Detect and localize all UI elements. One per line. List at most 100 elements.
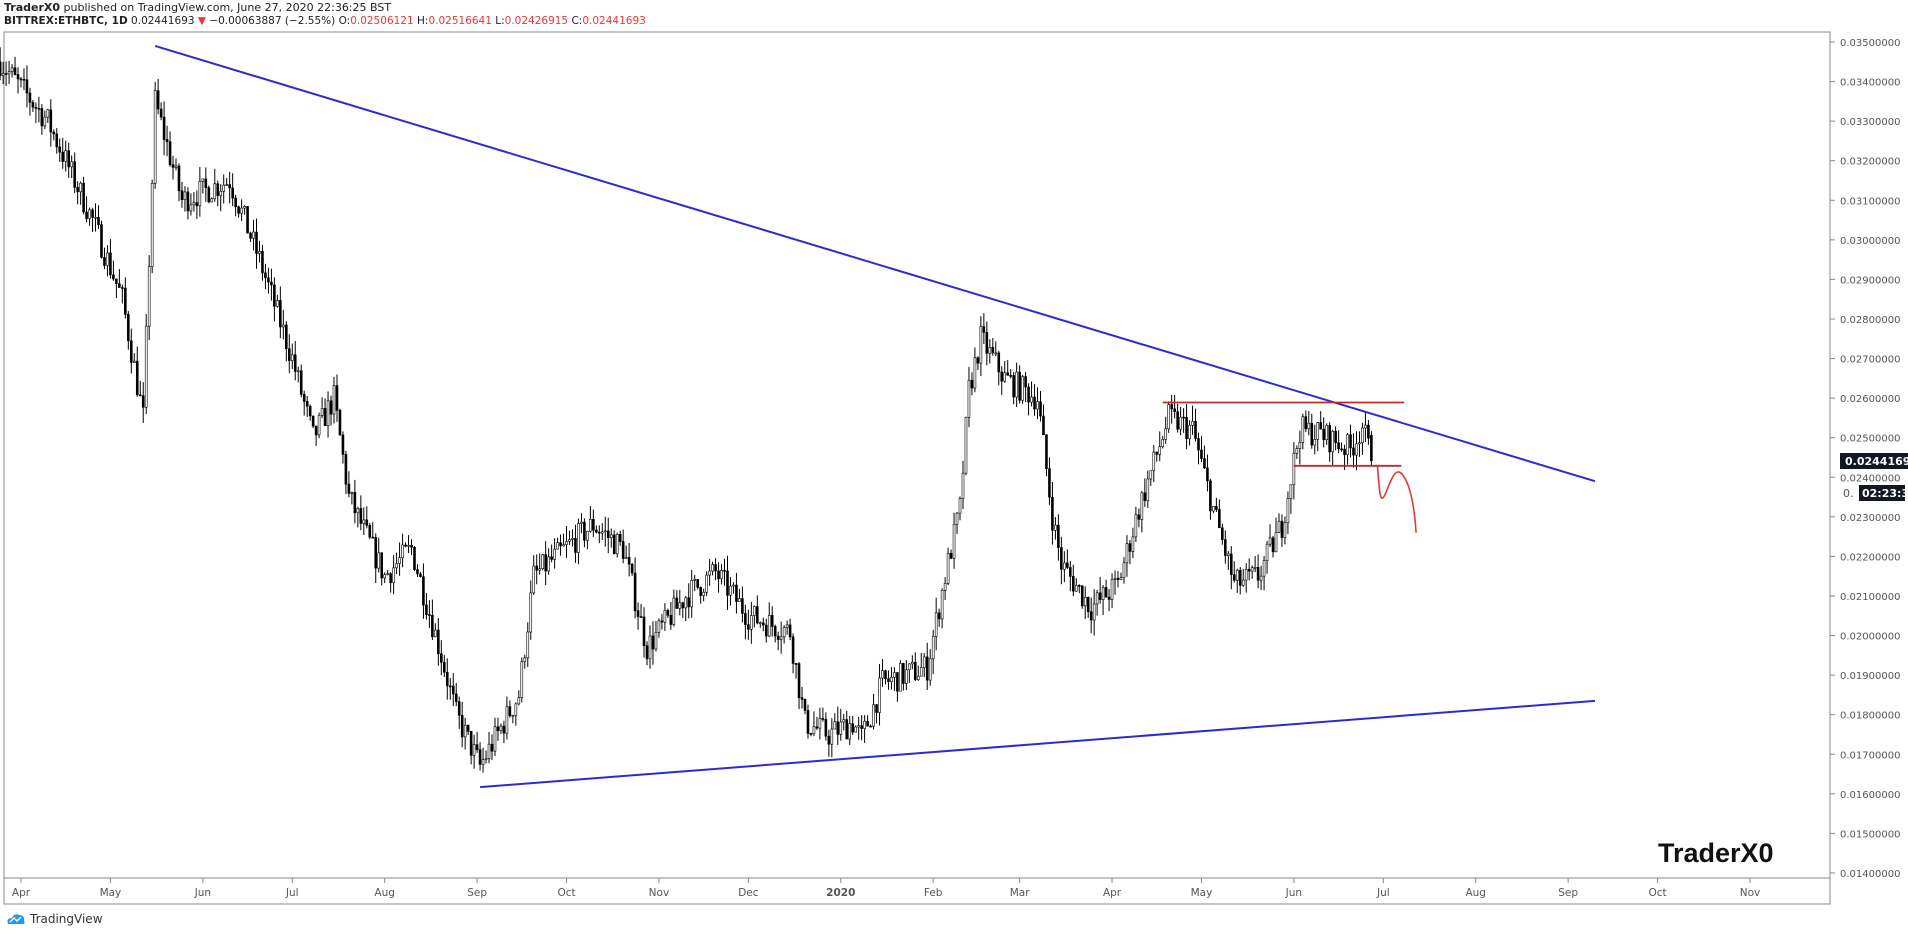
candle <box>1265 540 1269 574</box>
candle <box>121 284 124 304</box>
price-axis[interactable]: 0.01400000 0.01500000 0.01600000 0.01700000… <box>1830 38 1900 880</box>
candle <box>58 138 62 162</box>
candle-body <box>863 720 866 729</box>
candle-body <box>744 613 747 626</box>
candle-body <box>124 287 127 315</box>
candle <box>422 563 425 619</box>
candle <box>937 608 941 627</box>
candle <box>70 155 73 179</box>
candle <box>586 530 589 550</box>
candle <box>523 654 527 669</box>
candle-body <box>454 693 458 702</box>
candle-body <box>210 198 214 203</box>
candle <box>908 663 911 684</box>
candle <box>1262 556 1266 591</box>
candle <box>1089 597 1093 634</box>
candle-body <box>1221 527 1224 540</box>
candle <box>243 205 246 215</box>
candle-body <box>955 512 959 525</box>
candle-body <box>407 544 410 547</box>
candle <box>821 707 825 722</box>
candle <box>64 140 68 172</box>
candle-body <box>16 74 20 80</box>
candle <box>1057 514 1060 561</box>
candle-body <box>189 204 193 212</box>
candle <box>1232 561 1236 583</box>
candle-body <box>1203 458 1206 469</box>
candle <box>386 570 389 576</box>
candle <box>302 390 306 416</box>
candle-body <box>368 525 372 538</box>
candle-body <box>648 635 652 660</box>
candle-body <box>359 508 363 524</box>
time-tick-label: Aug <box>1465 887 1486 899</box>
time-tick-label: Sep <box>467 887 487 899</box>
time-axis[interactable]: Apr May Jun Jul Aug Sep Oct Nov Dec 2020 Feb Mar Apr… <box>12 878 1760 899</box>
candle-body <box>1113 578 1117 580</box>
candle <box>326 391 330 438</box>
candle <box>1235 568 1239 593</box>
candle <box>544 541 547 586</box>
candle <box>469 730 473 765</box>
candle <box>31 100 35 112</box>
candle <box>305 395 309 417</box>
candle <box>645 641 649 666</box>
candle <box>758 621 762 628</box>
bar-countdown: 02:23:37 <box>1862 487 1908 500</box>
candle <box>478 742 482 771</box>
tradingview-footer[interactable]: TradingView <box>6 912 103 926</box>
candle-body <box>88 209 91 219</box>
candle <box>10 64 14 78</box>
candle <box>296 366 300 383</box>
candle <box>651 621 655 665</box>
candle-body <box>371 536 375 539</box>
candle <box>973 347 977 393</box>
candle-body <box>493 726 497 752</box>
last-price-badge-value: 0.02441693 <box>1845 455 1908 468</box>
candle <box>833 713 837 730</box>
candle <box>156 79 160 115</box>
candle-body <box>1024 376 1027 388</box>
candle <box>764 618 768 643</box>
candle <box>1256 554 1260 589</box>
candle-body <box>258 250 261 254</box>
candle <box>1218 499 1221 529</box>
candle-body <box>833 721 837 730</box>
candle <box>1203 445 1206 470</box>
candle-body <box>264 272 267 279</box>
candle-body <box>559 542 562 547</box>
candle-body <box>219 191 223 196</box>
candle-body <box>1125 543 1129 564</box>
candle <box>854 725 857 733</box>
candle <box>598 525 601 544</box>
candle-body <box>821 718 825 720</box>
candle <box>970 372 974 396</box>
candle <box>317 412 321 439</box>
author-name[interactable]: TraderX0 <box>4 1 61 14</box>
candle <box>1074 578 1078 592</box>
candle <box>574 524 577 563</box>
candle <box>571 529 574 547</box>
candle <box>1328 422 1331 462</box>
last-price-badge-bg <box>1840 453 1908 469</box>
candle-body <box>422 576 425 606</box>
candle <box>696 579 699 590</box>
candle-body <box>487 743 491 759</box>
candle <box>857 716 860 740</box>
candle-body <box>1244 569 1248 581</box>
candle <box>28 87 32 116</box>
price-tick-label: 0.01500000 <box>1840 829 1900 840</box>
candle <box>1101 585 1105 616</box>
candle-body <box>523 657 527 663</box>
candle-body <box>103 257 106 266</box>
candle-body <box>1289 484 1293 499</box>
price-tick-label: 0.02700000 <box>1840 355 1900 366</box>
candle <box>1209 478 1212 520</box>
candle-body <box>207 187 211 203</box>
candle-body <box>931 636 935 660</box>
candle-body <box>58 146 62 153</box>
time-tick-label: Aug <box>374 887 395 899</box>
candle <box>1095 589 1099 616</box>
candle <box>1215 497 1218 512</box>
